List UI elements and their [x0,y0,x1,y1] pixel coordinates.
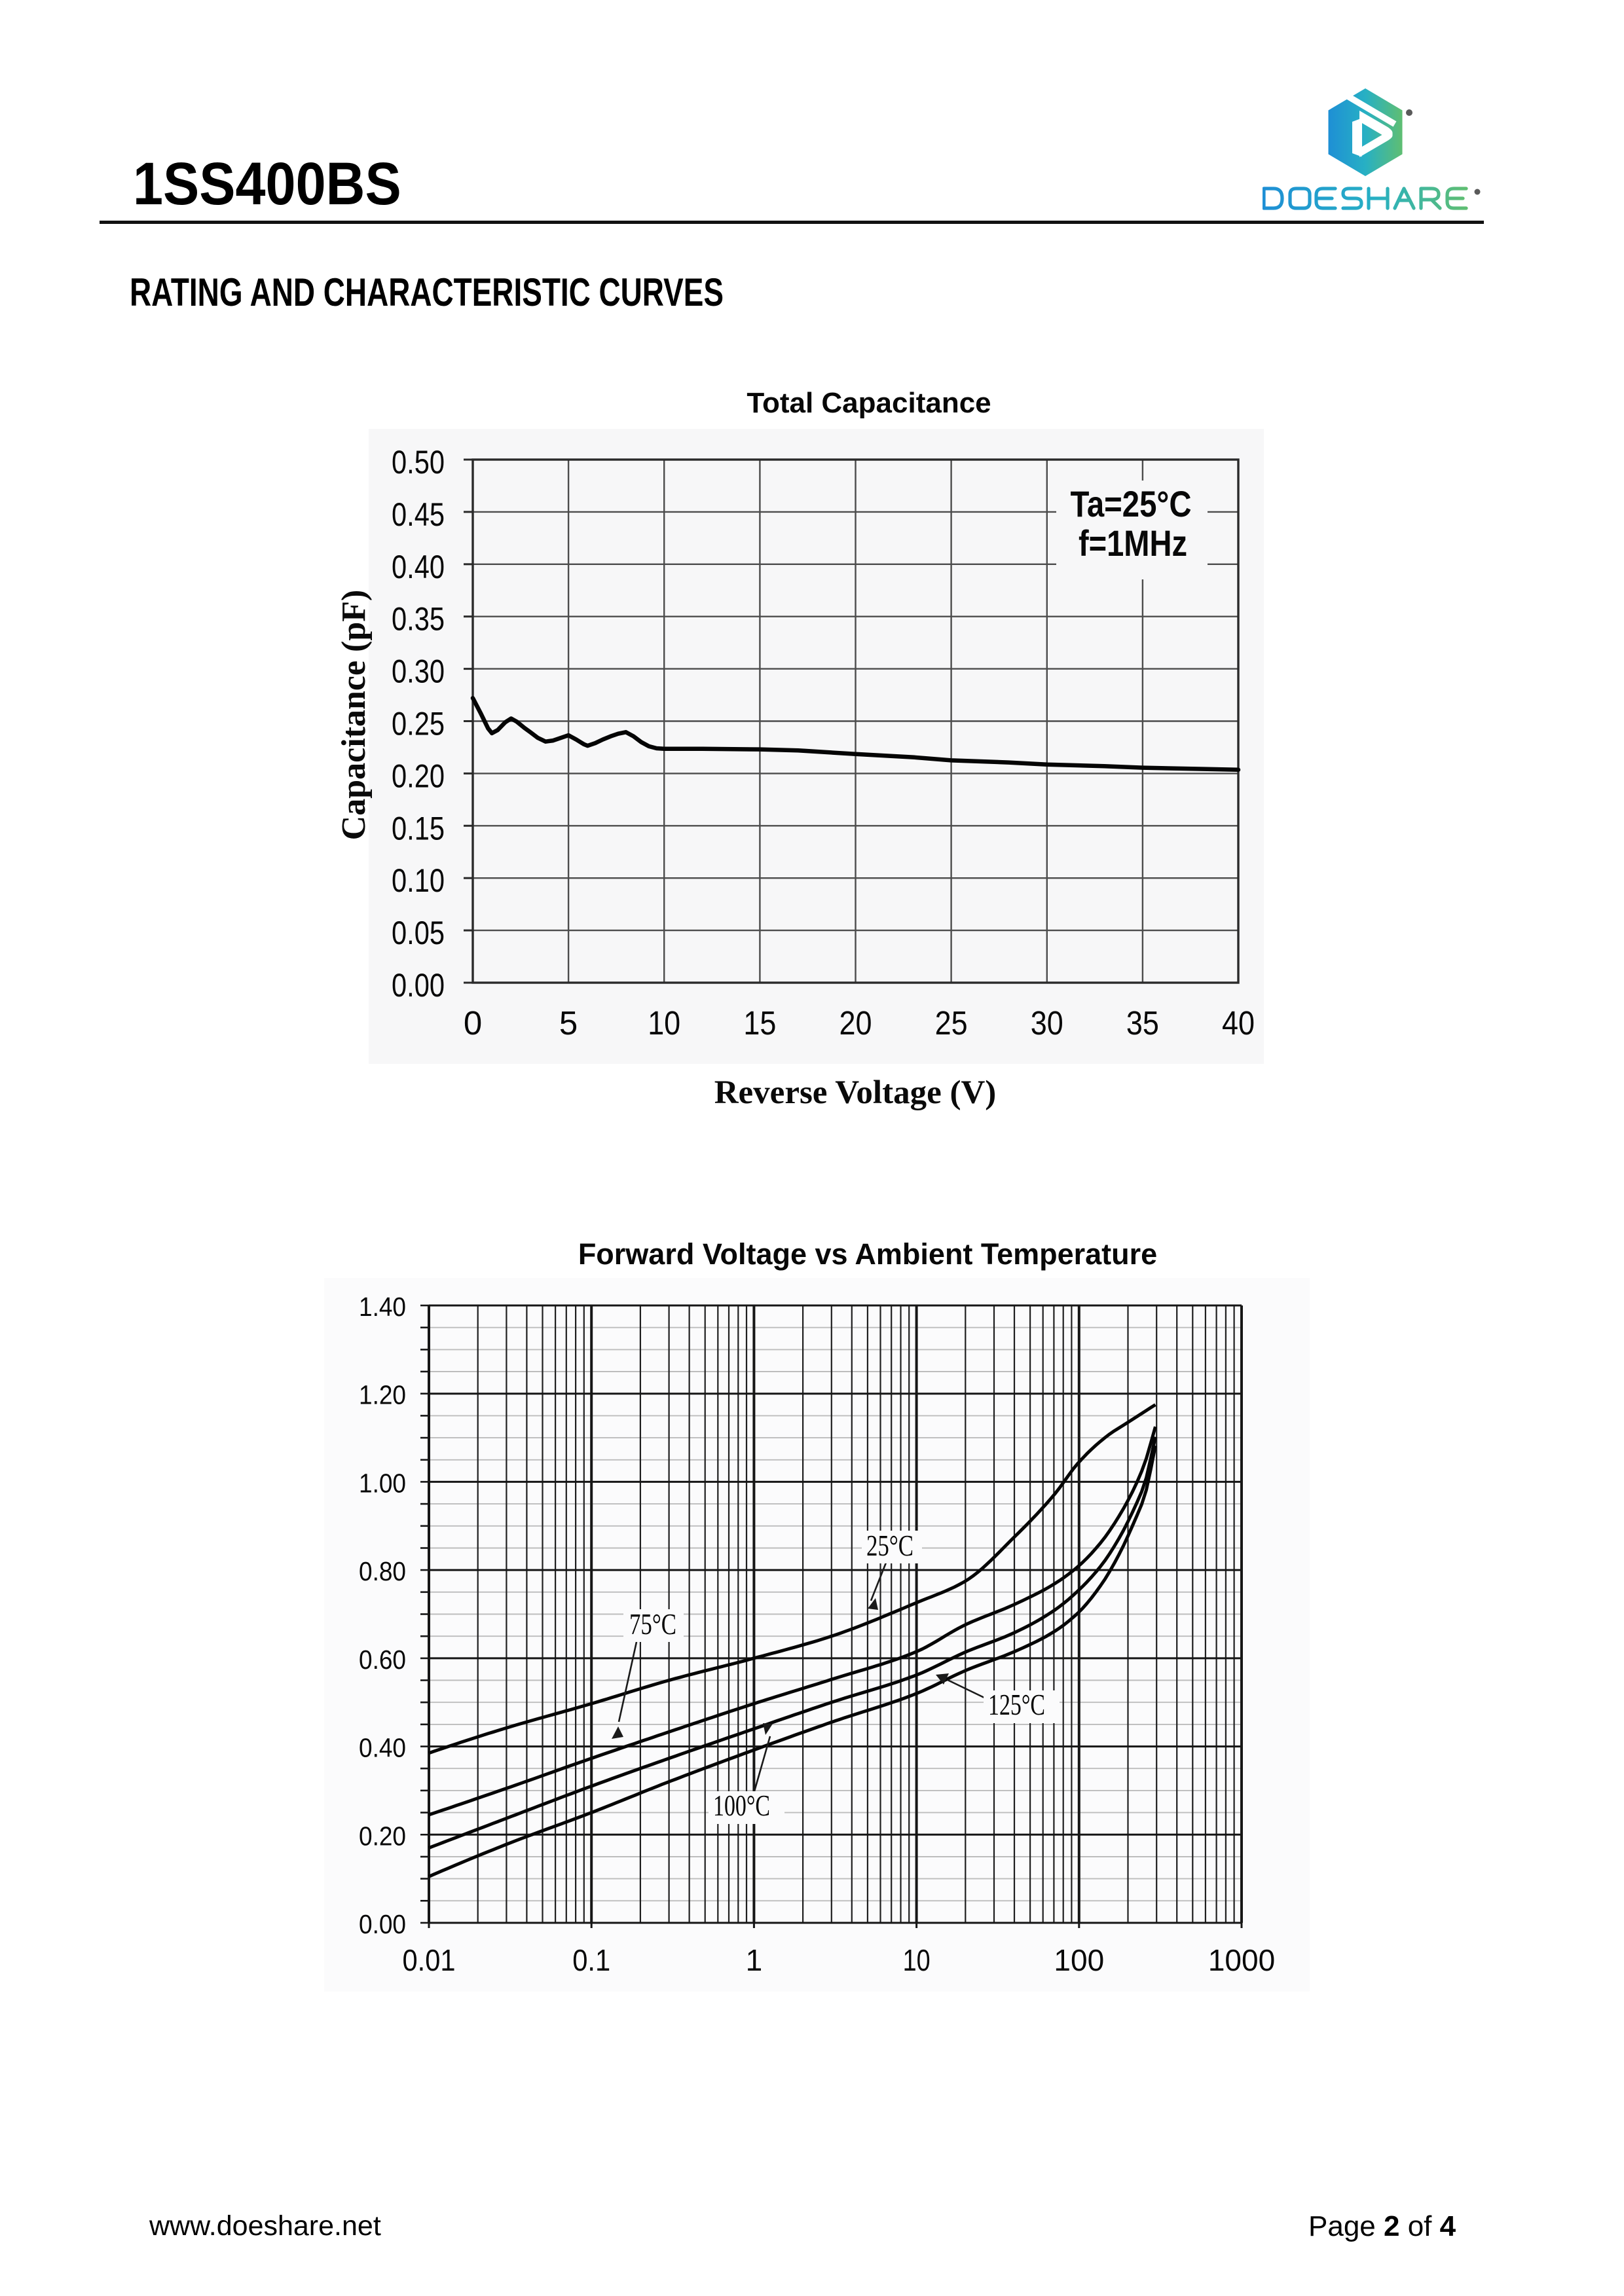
svg-text:0.01: 0.01 [403,1943,456,1977]
svg-text:1: 1 [746,1943,763,1977]
svg-text:0.50: 0.50 [392,444,445,481]
svg-text:40: 40 [1222,1004,1255,1042]
svg-text:30: 30 [1031,1004,1063,1042]
svg-text:0.10: 0.10 [392,862,445,899]
svg-text:0.05: 0.05 [392,915,445,951]
svg-text:0.15: 0.15 [392,810,445,847]
svg-text:20: 20 [840,1004,872,1042]
svg-text:25: 25 [935,1004,968,1042]
svg-text:35: 35 [1126,1004,1159,1042]
svg-text:0.20: 0.20 [359,1821,406,1851]
svg-text:0.80: 0.80 [359,1556,406,1586]
svg-text:125°C: 125°C [988,1688,1045,1721]
svg-text:Forward Voltage vs Ambient Tem: Forward Voltage vs Ambient Temperature [578,1237,1157,1271]
svg-text:15: 15 [743,1004,776,1042]
svg-text:0.20: 0.20 [392,757,445,794]
svg-text:f=1MHz: f=1MHz [1079,522,1187,564]
svg-text:0.1: 0.1 [572,1943,610,1977]
svg-text:10: 10 [648,1004,680,1042]
svg-text:1.40: 1.40 [359,1292,406,1322]
svg-text:0.00: 0.00 [359,1909,406,1939]
svg-text:5: 5 [559,1004,578,1042]
svg-text:100°C: 100°C [713,1789,770,1822]
svg-text:0.40: 0.40 [359,1733,406,1763]
svg-text:0.25: 0.25 [392,706,445,742]
svg-text:100: 100 [1054,1943,1104,1977]
svg-text:0.00: 0.00 [392,967,445,1004]
svg-text:0.45: 0.45 [392,496,445,533]
svg-text:Total Capacitance: Total Capacitance [747,387,991,419]
svg-text:75°C: 75°C [629,1607,676,1641]
svg-text:0.30: 0.30 [392,653,445,690]
svg-text:Capacitance (pF): Capacitance (pF) [335,590,373,841]
svg-text:0.35: 0.35 [392,601,445,638]
svg-text:0.60: 0.60 [359,1645,406,1675]
svg-text:0.40: 0.40 [392,549,445,585]
svg-text:1.20: 1.20 [359,1380,406,1410]
svg-text:10: 10 [903,1943,931,1977]
svg-text:Reverse Voltage (V): Reverse Voltage (V) [714,1074,997,1111]
svg-text:0: 0 [464,1004,482,1042]
svg-text:25°C: 25°C [866,1529,913,1562]
svg-text:1000: 1000 [1208,1943,1275,1977]
svg-text:1.00: 1.00 [359,1468,406,1498]
svg-text:Ta=25°C: Ta=25°C [1071,483,1192,524]
